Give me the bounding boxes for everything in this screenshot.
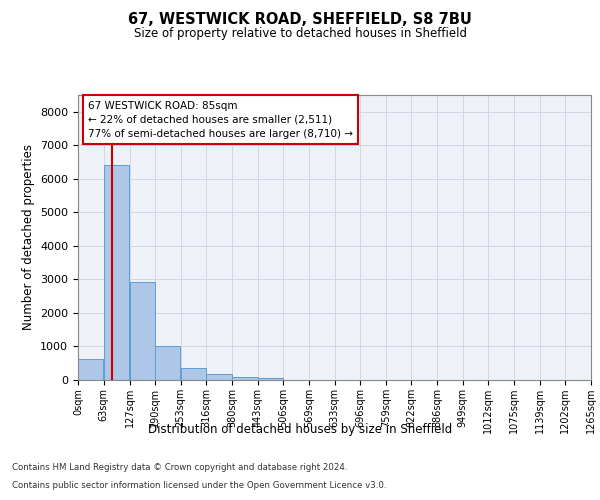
Y-axis label: Number of detached properties: Number of detached properties	[22, 144, 35, 330]
Text: Size of property relative to detached houses in Sheffield: Size of property relative to detached ho…	[133, 28, 467, 40]
Bar	[155, 346, 181, 380]
Bar	[181, 368, 206, 380]
Bar	[104, 164, 129, 380]
Text: 67 WESTWICK ROAD: 85sqm
← 22% of detached houses are smaller (2,511)
77% of semi: 67 WESTWICK ROAD: 85sqm ← 22% of detache…	[88, 100, 353, 138]
Text: Contains HM Land Registry data © Crown copyright and database right 2024.: Contains HM Land Registry data © Crown c…	[12, 464, 347, 472]
Text: Distribution of detached houses by size in Sheffield: Distribution of detached houses by size …	[148, 422, 452, 436]
Bar	[206, 374, 232, 380]
Text: Contains public sector information licensed under the Open Government Licence v3: Contains public sector information licen…	[12, 481, 386, 490]
Bar	[232, 377, 257, 380]
Bar	[130, 282, 155, 380]
Bar	[258, 378, 283, 380]
Bar	[78, 359, 103, 380]
Text: 67, WESTWICK ROAD, SHEFFIELD, S8 7BU: 67, WESTWICK ROAD, SHEFFIELD, S8 7BU	[128, 12, 472, 28]
